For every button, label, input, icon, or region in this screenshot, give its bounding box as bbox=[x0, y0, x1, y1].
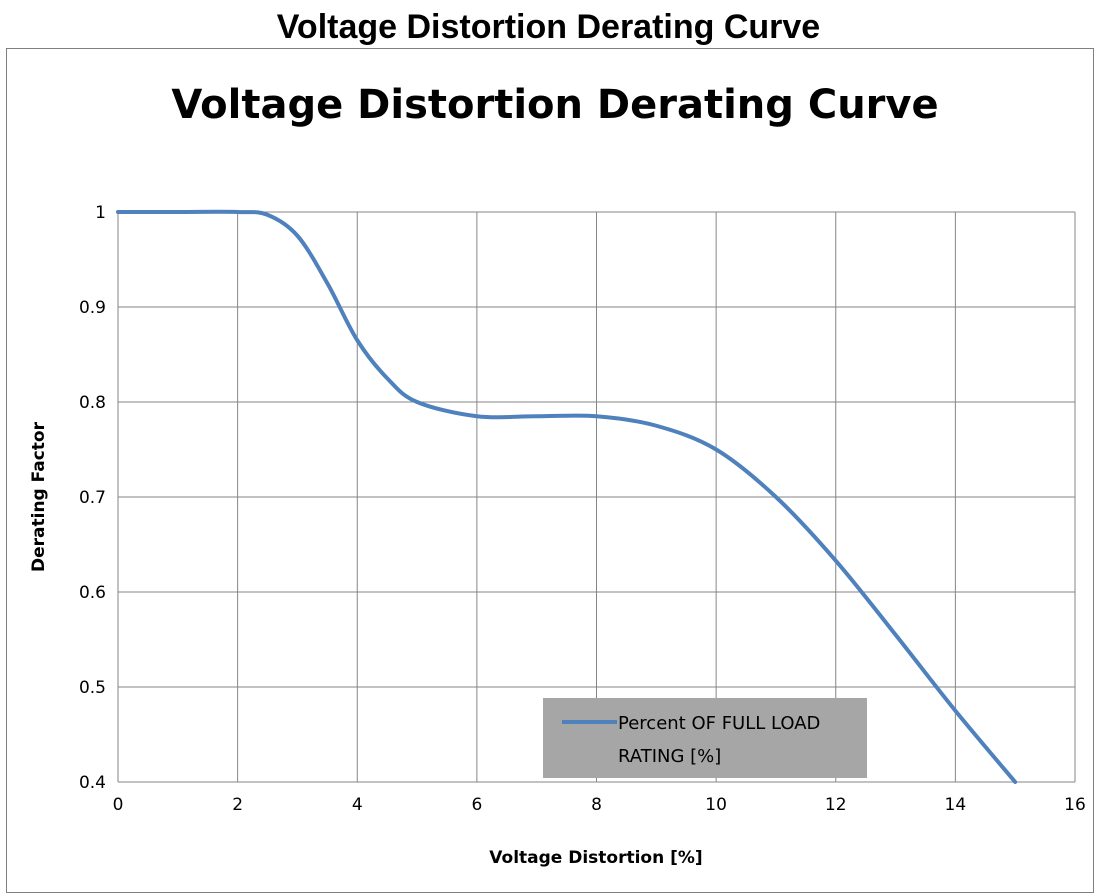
legend: Percent OF FULL LOAD RATING [%] bbox=[543, 698, 867, 778]
x-tick-label: 10 bbox=[705, 795, 727, 815]
y-tick-label: 0.9 bbox=[79, 298, 106, 318]
legend-label-line2: RATING [%] bbox=[618, 746, 721, 767]
x-tick-label: 12 bbox=[825, 795, 847, 815]
series-line bbox=[116, 209, 1018, 784]
x-tick-label: 2 bbox=[232, 795, 243, 815]
y-tick-label: 0.6 bbox=[79, 583, 106, 603]
series-layer bbox=[116, 209, 1018, 784]
x-tick-label: 8 bbox=[591, 795, 602, 815]
x-axis-label: Voltage Distortion [%] bbox=[489, 848, 702, 868]
x-tick-label: 6 bbox=[471, 795, 482, 815]
page-title: Voltage Distortion Derating Curve bbox=[276, 8, 821, 46]
x-tick-label: 4 bbox=[352, 795, 363, 815]
y-axis-label: Derating Factor bbox=[29, 421, 49, 572]
grid bbox=[117, 211, 1076, 783]
legend-box bbox=[543, 698, 867, 778]
x-tick-label: 0 bbox=[113, 795, 124, 815]
y-tick-label: 0.4 bbox=[79, 773, 106, 793]
y-tick-label: 0.5 bbox=[79, 678, 106, 698]
legend-label-line1: Percent OF FULL LOAD bbox=[618, 713, 820, 734]
chart-title: Voltage Distortion Derating Curve bbox=[171, 82, 938, 128]
y-tick-label: 1 bbox=[95, 203, 106, 223]
x-tick-label: 14 bbox=[945, 795, 967, 815]
y-tick-label: 0.7 bbox=[79, 488, 106, 508]
tick-labels: 0 2 4 6 8 10 12 14 16 0.4 0.5 0.6 0.7 0.8 0.9 1 bbox=[79, 203, 1086, 815]
x-tick-label: 16 bbox=[1064, 795, 1086, 815]
y-tick-label: 0.8 bbox=[79, 393, 106, 413]
